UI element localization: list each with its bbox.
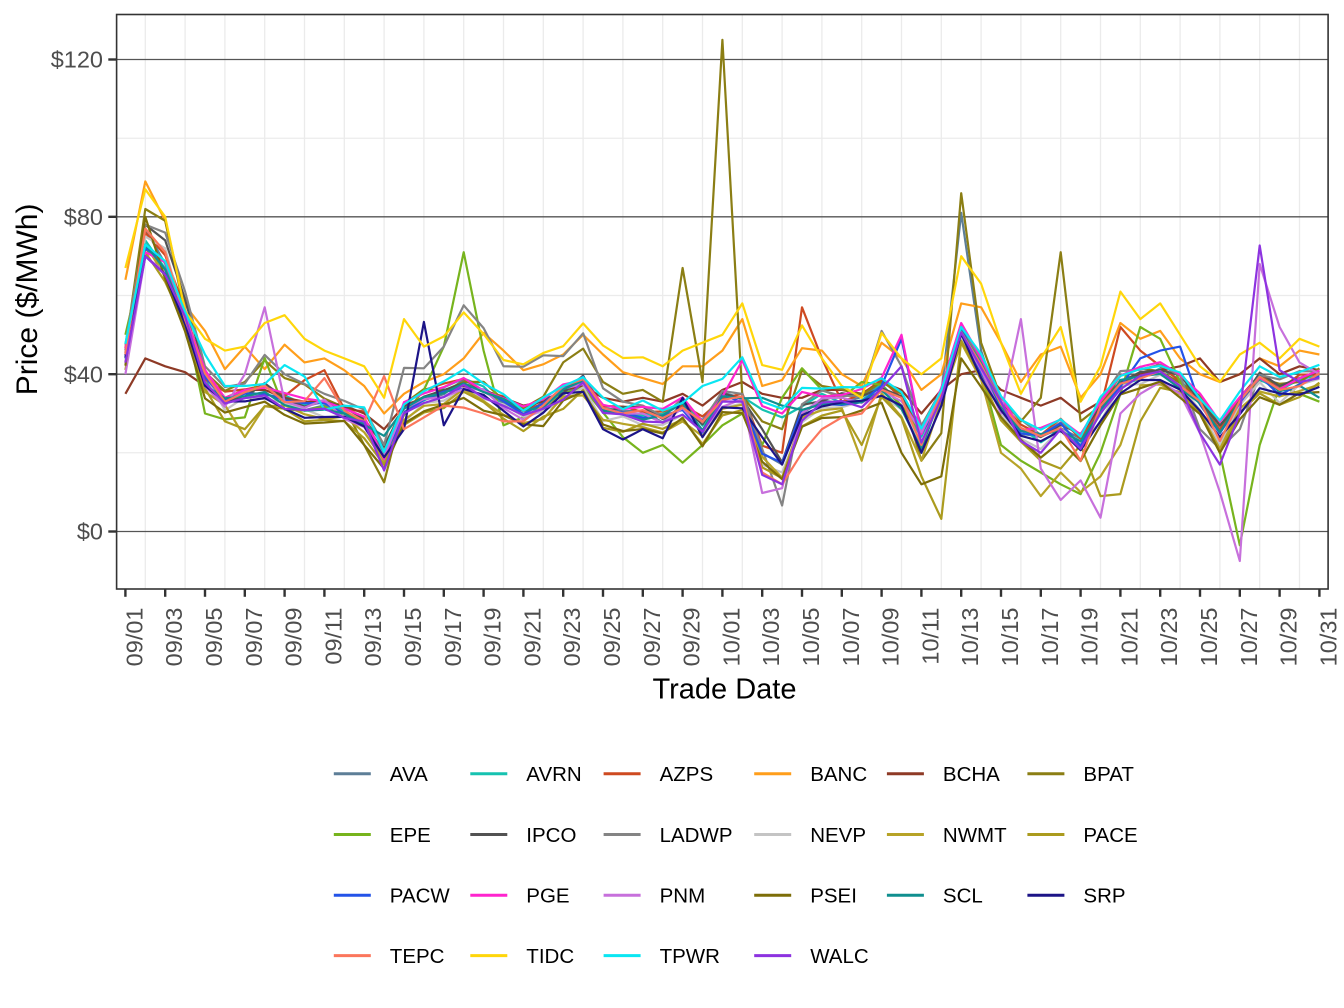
svg-text:10/13: 10/13 bbox=[957, 608, 983, 667]
svg-text:09/25: 09/25 bbox=[599, 608, 625, 667]
svg-text:AVA: AVA bbox=[390, 763, 428, 786]
svg-text:Price ($/MWh): Price ($/MWh) bbox=[11, 204, 44, 396]
svg-text:PACE: PACE bbox=[1083, 824, 1137, 847]
svg-text:NWMT: NWMT bbox=[943, 824, 1007, 847]
svg-text:09/01: 09/01 bbox=[121, 608, 147, 667]
svg-text:SRP: SRP bbox=[1083, 885, 1125, 908]
svg-text:10/11: 10/11 bbox=[917, 608, 943, 665]
svg-text:PSEI: PSEI bbox=[810, 885, 857, 908]
svg-text:09/23: 09/23 bbox=[559, 608, 585, 667]
svg-text:09/11: 09/11 bbox=[320, 608, 346, 665]
svg-text:09/05: 09/05 bbox=[201, 608, 227, 667]
svg-text:09/17: 09/17 bbox=[440, 608, 466, 667]
svg-text:BCHA: BCHA bbox=[943, 763, 1000, 786]
svg-text:10/27: 10/27 bbox=[1236, 608, 1262, 667]
svg-text:10/05: 10/05 bbox=[798, 608, 824, 667]
svg-text:AVRN: AVRN bbox=[526, 763, 581, 786]
svg-text:BANC: BANC bbox=[810, 763, 867, 786]
svg-text:NEVP: NEVP bbox=[810, 824, 866, 847]
svg-text:$0: $0 bbox=[77, 519, 103, 545]
svg-text:09/13: 09/13 bbox=[360, 608, 386, 667]
svg-text:10/29: 10/29 bbox=[1276, 608, 1302, 667]
svg-text:TPWR: TPWR bbox=[660, 945, 720, 968]
svg-text:PGE: PGE bbox=[526, 885, 569, 908]
svg-text:10/03: 10/03 bbox=[758, 608, 784, 667]
svg-text:$120: $120 bbox=[51, 47, 103, 73]
svg-text:10/09: 10/09 bbox=[878, 608, 904, 667]
svg-text:09/27: 09/27 bbox=[639, 608, 665, 667]
svg-text:09/07: 09/07 bbox=[241, 608, 267, 667]
svg-text:$40: $40 bbox=[64, 361, 103, 387]
svg-text:BPAT: BPAT bbox=[1083, 763, 1134, 786]
svg-text:09/29: 09/29 bbox=[679, 608, 705, 667]
svg-text:10/31: 10/31 bbox=[1315, 608, 1341, 667]
svg-text:09/09: 09/09 bbox=[281, 608, 307, 667]
svg-text:WALC: WALC bbox=[810, 945, 869, 968]
svg-text:AZPS: AZPS bbox=[660, 763, 714, 786]
svg-text:Trade Date: Trade Date bbox=[653, 674, 797, 706]
svg-text:10/15: 10/15 bbox=[997, 608, 1023, 667]
svg-text:PNM: PNM bbox=[660, 885, 706, 908]
svg-text:TEPC: TEPC bbox=[390, 945, 445, 968]
svg-text:10/17: 10/17 bbox=[1037, 608, 1063, 667]
svg-text:09/03: 09/03 bbox=[161, 608, 187, 667]
svg-text:LADWP: LADWP bbox=[660, 824, 733, 847]
svg-text:09/15: 09/15 bbox=[400, 608, 426, 667]
svg-text:TIDC: TIDC bbox=[526, 945, 574, 968]
svg-text:09/21: 09/21 bbox=[519, 608, 545, 667]
svg-text:EPE: EPE bbox=[390, 824, 431, 847]
svg-text:SCL: SCL bbox=[943, 885, 983, 908]
svg-text:10/23: 10/23 bbox=[1156, 608, 1182, 667]
svg-text:10/07: 10/07 bbox=[838, 608, 864, 667]
svg-text:10/25: 10/25 bbox=[1196, 608, 1222, 667]
svg-text:09/19: 09/19 bbox=[480, 608, 506, 667]
svg-text:10/19: 10/19 bbox=[1077, 608, 1103, 667]
svg-text:IPCO: IPCO bbox=[526, 824, 576, 847]
svg-text:$80: $80 bbox=[64, 204, 103, 230]
svg-text:10/21: 10/21 bbox=[1116, 608, 1142, 667]
svg-text:PACW: PACW bbox=[390, 885, 451, 908]
svg-text:10/01: 10/01 bbox=[718, 608, 744, 667]
